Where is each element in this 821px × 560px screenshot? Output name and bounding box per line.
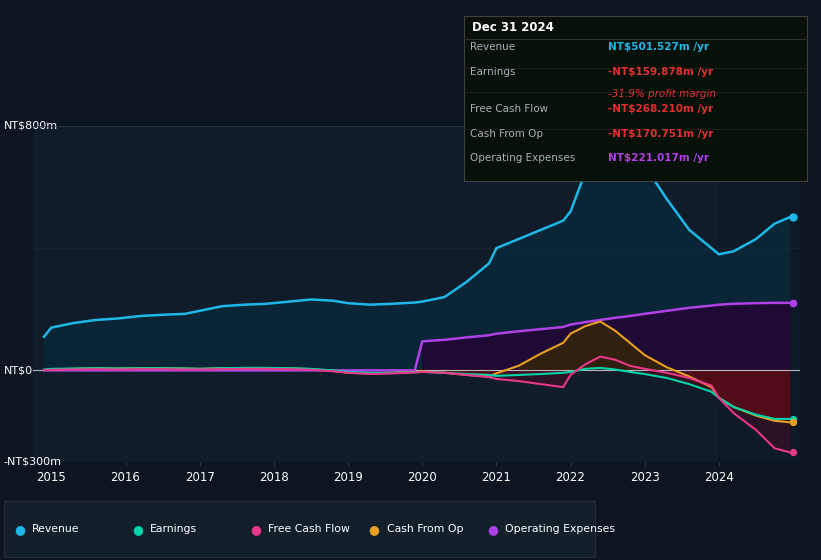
Text: -NT$170.751m /yr: -NT$170.751m /yr — [608, 129, 713, 139]
Text: -NT$159.878m /yr: -NT$159.878m /yr — [608, 67, 713, 77]
Text: Earnings: Earnings — [470, 67, 516, 77]
Text: NT$501.527m /yr: NT$501.527m /yr — [608, 43, 709, 53]
Text: Free Cash Flow: Free Cash Flow — [268, 524, 351, 534]
Text: ●: ● — [250, 522, 261, 536]
Point — [787, 448, 800, 457]
Text: Operating Expenses: Operating Expenses — [505, 524, 615, 534]
Text: Operating Expenses: Operating Expenses — [470, 153, 576, 164]
Text: Earnings: Earnings — [150, 524, 197, 534]
Text: ●: ● — [14, 522, 25, 536]
Text: NT$221.017m /yr: NT$221.017m /yr — [608, 153, 709, 164]
Text: NT$0: NT$0 — [3, 365, 33, 375]
Bar — [719, 126, 800, 462]
Text: ●: ● — [369, 522, 379, 536]
Point — [787, 298, 800, 307]
Point — [787, 213, 800, 222]
Point — [787, 418, 800, 427]
Text: Cash From Op: Cash From Op — [387, 524, 463, 534]
Text: -NT$300m: -NT$300m — [3, 457, 62, 467]
Text: Dec 31 2024: Dec 31 2024 — [472, 21, 554, 34]
Text: Revenue: Revenue — [470, 43, 516, 53]
Text: Cash From Op: Cash From Op — [470, 129, 544, 139]
Text: ●: ● — [487, 522, 498, 536]
Point — [787, 414, 800, 423]
Text: Free Cash Flow: Free Cash Flow — [470, 104, 548, 114]
Text: ●: ● — [132, 522, 143, 536]
Text: -NT$268.210m /yr: -NT$268.210m /yr — [608, 104, 713, 114]
Text: Revenue: Revenue — [32, 524, 80, 534]
Text: NT$800m: NT$800m — [3, 121, 57, 131]
Text: -31.9% profit margin: -31.9% profit margin — [608, 89, 716, 99]
